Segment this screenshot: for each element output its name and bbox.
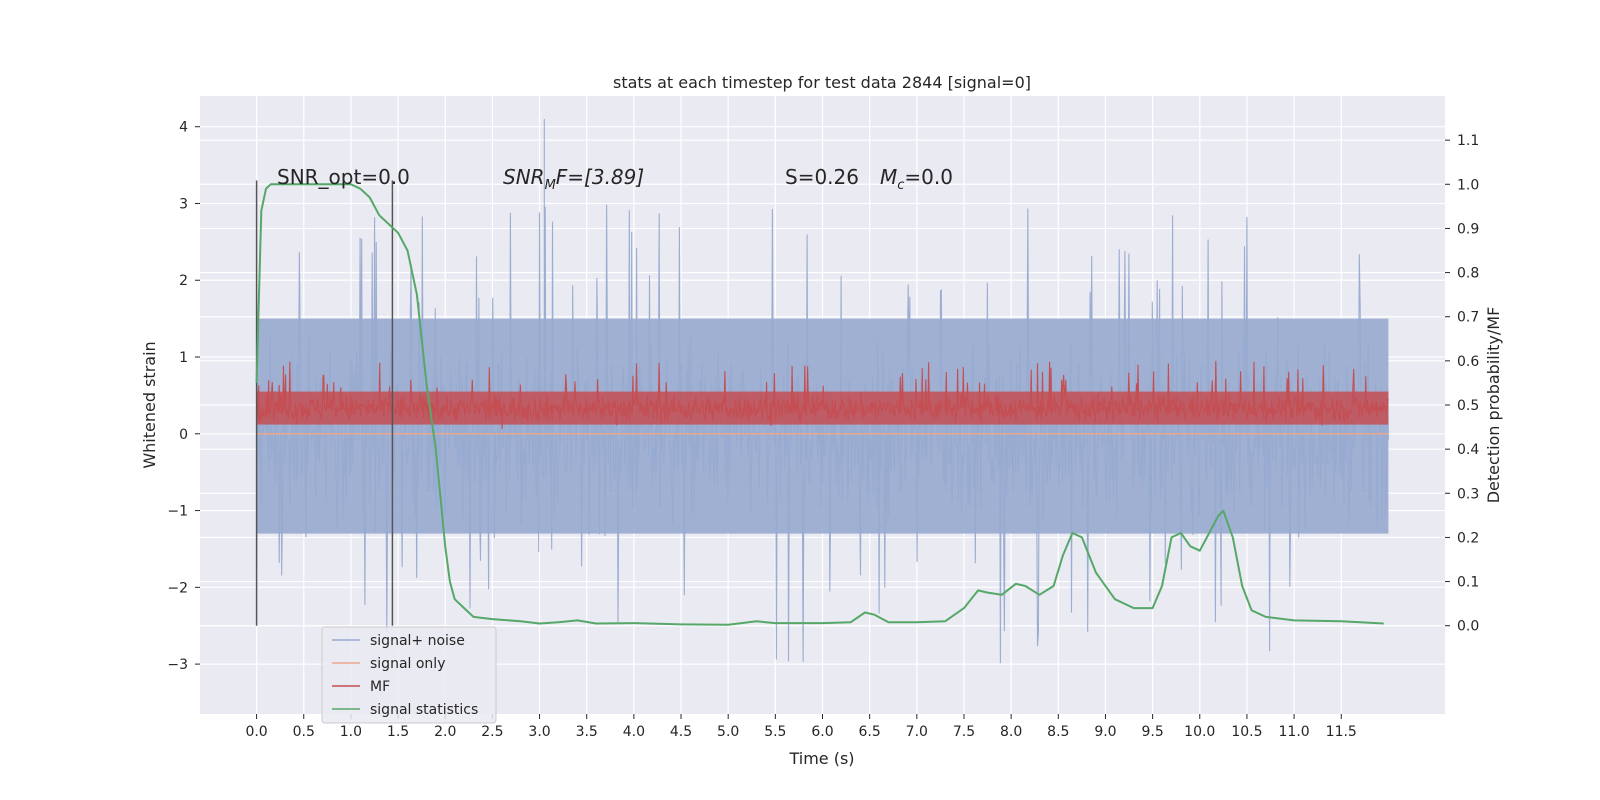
y-tick-label-right: 0.2 (1457, 530, 1479, 546)
x-tick-label: 5.0 (717, 724, 739, 740)
legend: signal+ noise signal only MF signal stat… (321, 626, 497, 724)
x-tick-label: 11.0 (1279, 724, 1310, 740)
y-tick-label-right: 0.1 (1457, 575, 1479, 591)
legend-label-signal-noise: signal+ noise (370, 633, 465, 649)
x-axis-label: Time (s) (788, 749, 854, 768)
x-tick-label: 3.0 (528, 724, 550, 740)
y-tick-label-right: 0.4 (1457, 442, 1479, 458)
annotation-s-value: S=0.26 (785, 165, 859, 189)
x-tick-label: 7.0 (906, 724, 928, 740)
y-axis-label-right: Detection probability/MF (1484, 307, 1503, 504)
x-tick-label: 11.5 (1326, 724, 1357, 740)
series-signal-statistics (255, 183, 1384, 626)
y-tick-label-right: 0.7 (1457, 310, 1479, 326)
x-tick-label: 0.0 (245, 724, 267, 740)
x-tick-label: 10.5 (1231, 724, 1262, 740)
x-tick-label: 2.0 (434, 724, 456, 740)
y-tick-label-right: 0.0 (1457, 619, 1479, 635)
annotation-snr-opt: SNR_opt=0.0 (277, 165, 410, 189)
x-tick-label: 9.5 (1141, 724, 1163, 740)
y-tick-label-left: 3 (179, 196, 188, 212)
legend-label-mf: MF (370, 679, 390, 695)
x-tick-label: 4.5 (670, 724, 692, 740)
x-tick-label: 9.0 (1094, 724, 1116, 740)
y-tick-label-right: 1.1 (1457, 133, 1479, 149)
y-tick-label-left: 0 (179, 427, 188, 443)
chart-title: stats at each timestep for test data 284… (613, 73, 1031, 92)
y-tick-label-left: −2 (167, 580, 188, 596)
ticks: 0.0 0.5 1.0 1.5 2.0 2.5 3.0 3.5 4.0 4.5 5.0 5.5 6.0 6… (167, 120, 1479, 740)
legend-label-signal-statistics: signal statistics (370, 702, 478, 718)
x-tick-label: 2.5 (481, 724, 503, 740)
y-tick-label-left: −3 (167, 657, 188, 673)
annotation-mc: Mc=0.0 (880, 165, 953, 193)
x-tick-label: 4.0 (623, 724, 645, 740)
annotation-snr-mf: SNRMF=[3.89] (503, 165, 644, 193)
x-tick-label: 6.0 (811, 724, 833, 740)
y-tick-label-left: −1 (167, 504, 188, 520)
series-signal-noise-band (256, 318, 1389, 534)
y-tick-label-right: 0.5 (1457, 398, 1479, 414)
y-tick-label-right: 0.8 (1457, 266, 1479, 282)
x-tick-label: 7.5 (953, 724, 975, 740)
y-tick-label-left: 1 (179, 350, 188, 366)
y-tick-label-right: 0.3 (1457, 486, 1479, 502)
y-tick-label-right: 0.9 (1457, 221, 1479, 237)
x-tick-label: 10.0 (1184, 724, 1215, 740)
x-tick-label: 5.5 (764, 724, 786, 740)
y-tick-label-right: 0.6 (1457, 354, 1479, 370)
x-tick-label: 1.0 (340, 724, 362, 740)
x-tick-label: 1.5 (387, 724, 409, 740)
series-mf (256, 360, 1389, 429)
y-tick-label-left: 4 (179, 120, 188, 136)
x-tick-label: 6.5 (859, 724, 881, 740)
y-axis-label-left: Whitened strain (140, 341, 159, 468)
y-tick-label-right: 1.0 (1457, 177, 1479, 193)
x-tick-label: 0.5 (293, 724, 315, 740)
legend-box (321, 626, 497, 724)
x-tick-label: 3.5 (576, 724, 598, 740)
y-tick-label-left: 2 (179, 273, 188, 289)
x-tick-label: 8.5 (1047, 724, 1069, 740)
data-layer (255, 119, 1389, 664)
legend-label-signal-only: signal only (370, 656, 445, 672)
x-tick-label: 8.0 (1000, 724, 1022, 740)
